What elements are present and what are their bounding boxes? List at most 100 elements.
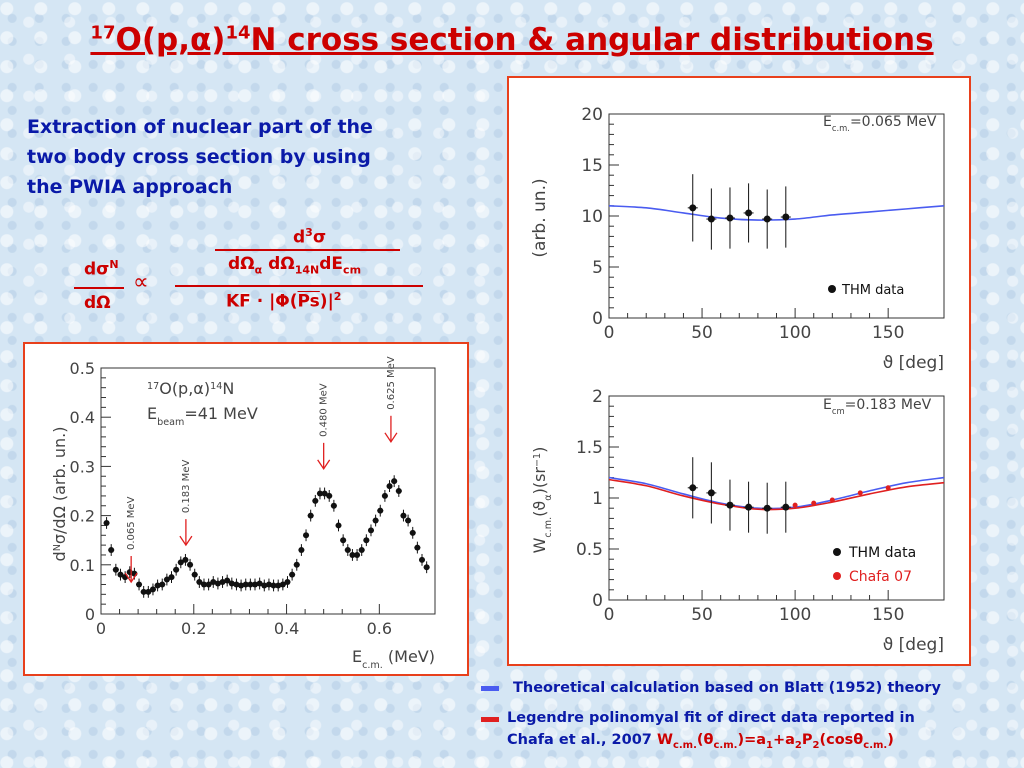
title-reaction: O(p,α) <box>115 22 226 58</box>
ang-top-thm-point <box>707 215 715 223</box>
exc-data-point <box>423 564 430 571</box>
exc-data-point <box>275 582 282 589</box>
exc-data-point <box>293 561 300 568</box>
ang-top-thm-point <box>726 214 734 222</box>
intro-line-3: the PWIA approach <box>27 176 233 198</box>
ang-bot-chafa-point <box>792 502 798 508</box>
ang-bot-chafa-point <box>811 500 817 506</box>
exc-data-point <box>149 586 156 593</box>
exc-ytick-label: 0.3 <box>70 457 95 476</box>
fit-legend-line-2: Chafa et al., 2007 Wc.m.(θc.m.)=a1+a2P2(… <box>507 732 894 751</box>
ang-top-thm-point <box>689 204 697 212</box>
exc-reaction-label: 17O(p,α)14N <box>147 379 234 398</box>
annotation-arrowhead <box>179 535 193 547</box>
ang-bot-ytick-label: 1.5 <box>576 438 603 458</box>
intro-line-1: Extraction of nuclear part of the <box>27 116 373 138</box>
exc-data-point <box>303 532 310 539</box>
exc-data-point <box>340 537 347 544</box>
intro-line-2: two body cross section by using <box>27 146 371 168</box>
ang-bot-ytick-label: 0 <box>592 591 603 611</box>
exc-ylabel: dNσ/dΩ (arb. un.) <box>50 427 69 562</box>
exc-xlabel: Ec.m. (MeV) <box>352 647 435 671</box>
exc-data-point <box>377 507 384 514</box>
excitation-function-panel: 0 0.2 0.4 0.6 0 0.1 0.2 0.3 0.4 0.5 dNσ/dΩ (arb. u… <box>23 342 469 676</box>
ang-bot-xtick-label: 50 <box>691 605 713 625</box>
exc-data-point <box>270 582 277 589</box>
ang-bot-legend-thm-text: THM data <box>848 545 916 561</box>
exc-ytick-label: 0.5 <box>70 359 95 378</box>
formula-lhs-bar <box>74 287 124 289</box>
formula-inner-bar <box>215 249 400 251</box>
theory-legend-swatch <box>481 686 499 691</box>
exc-data-point <box>233 581 240 588</box>
theory-legend-text: Theoretical calculation based on Blatt (… <box>513 680 941 696</box>
ang-top-thm-point <box>782 213 790 221</box>
ang-bot-xlabel: ϑ [deg] <box>883 635 944 655</box>
ang-bot-thm-point <box>782 503 790 511</box>
exc-data-point <box>391 478 398 485</box>
exc-data-point <box>159 581 166 588</box>
annotation-label: 0.480 MeV <box>319 383 330 437</box>
exc-data-point <box>256 580 263 587</box>
exc-data-point <box>316 490 323 497</box>
exc-data-point <box>182 556 189 563</box>
exc-data-point <box>145 588 152 595</box>
ang-top-ytick-label: 5 <box>592 258 603 278</box>
intro-text: Extraction of nuclear part of the two bo… <box>27 112 452 202</box>
ang-bot-xtick-label: 150 <box>872 605 904 625</box>
exc-data-point <box>395 488 402 494</box>
exc-data-point <box>247 581 254 588</box>
ang-bot-chafa-point <box>829 497 835 503</box>
ang-bot-xtick-label: 0 <box>604 605 615 625</box>
ang-top-legend-marker <box>828 285 836 293</box>
exc-data-point <box>265 581 272 588</box>
exc-data-point <box>168 574 175 581</box>
exc-data-point <box>224 577 231 584</box>
ang-top-xtick-label: 0 <box>604 323 615 343</box>
exc-data-point <box>219 579 226 586</box>
ang-top-thm-point <box>745 209 753 217</box>
exc-data-point <box>163 576 170 583</box>
ang-bot-ytick-label: 2 <box>592 387 603 407</box>
exc-data-point <box>154 582 161 589</box>
ang-top-ytick-label: 20 <box>581 105 603 125</box>
exc-data-point <box>177 559 184 566</box>
ang-top-xtick-label: 50 <box>691 323 713 343</box>
exc-data-point <box>405 517 412 524</box>
annotation-label: 0.183 MeV <box>181 460 192 514</box>
ang-bot-thm-point <box>763 504 771 512</box>
exc-data-point <box>108 547 115 554</box>
exc-data-point <box>409 529 416 536</box>
exc-ytick-label: 0.2 <box>70 507 95 526</box>
exc-data-point <box>349 551 356 558</box>
exc-data-point <box>400 512 407 519</box>
ang-bot-chafa-point <box>885 485 891 491</box>
ang-bot-thm-point <box>726 501 734 509</box>
exc-data-point <box>140 588 147 595</box>
exc-data-point <box>187 561 194 568</box>
fit-legend-line-1: Legendre polinomyal fit of direct data r… <box>507 710 915 726</box>
exc-xtick-label: 0.6 <box>367 619 392 638</box>
exc-ytick-label: 0.1 <box>70 556 95 575</box>
ang-top-legend-text: THM data <box>841 283 904 298</box>
exc-data-point <box>312 497 319 504</box>
exc-data-point <box>242 581 249 588</box>
exc-data-point <box>191 571 198 578</box>
formula-rhs-top: d3σ <box>293 226 327 248</box>
title-rest: N cross section & angular distributions <box>250 22 934 58</box>
ang-bot-legend-chafa-marker <box>833 572 841 580</box>
exc-data-point <box>381 492 388 499</box>
exc-data-point <box>214 580 221 587</box>
angular-distribution-panel: 0 50 100 150 0 5 10 15 20 (arb. un.) ϑ [deg] Ec.m.=… <box>507 76 971 666</box>
exc-data-point <box>289 571 296 578</box>
exc-data-point <box>386 483 393 490</box>
exc-data-point <box>307 512 314 519</box>
ang-bot-thm-point <box>707 489 715 497</box>
exc-data-point <box>196 579 203 586</box>
ang-bot-thm-point <box>689 484 697 492</box>
exc-data-point <box>321 490 328 497</box>
exc-data-point <box>419 556 426 563</box>
ang-top-ytick-label: 10 <box>581 207 603 227</box>
exc-data-point <box>228 580 235 587</box>
exc-data-point <box>112 566 119 573</box>
